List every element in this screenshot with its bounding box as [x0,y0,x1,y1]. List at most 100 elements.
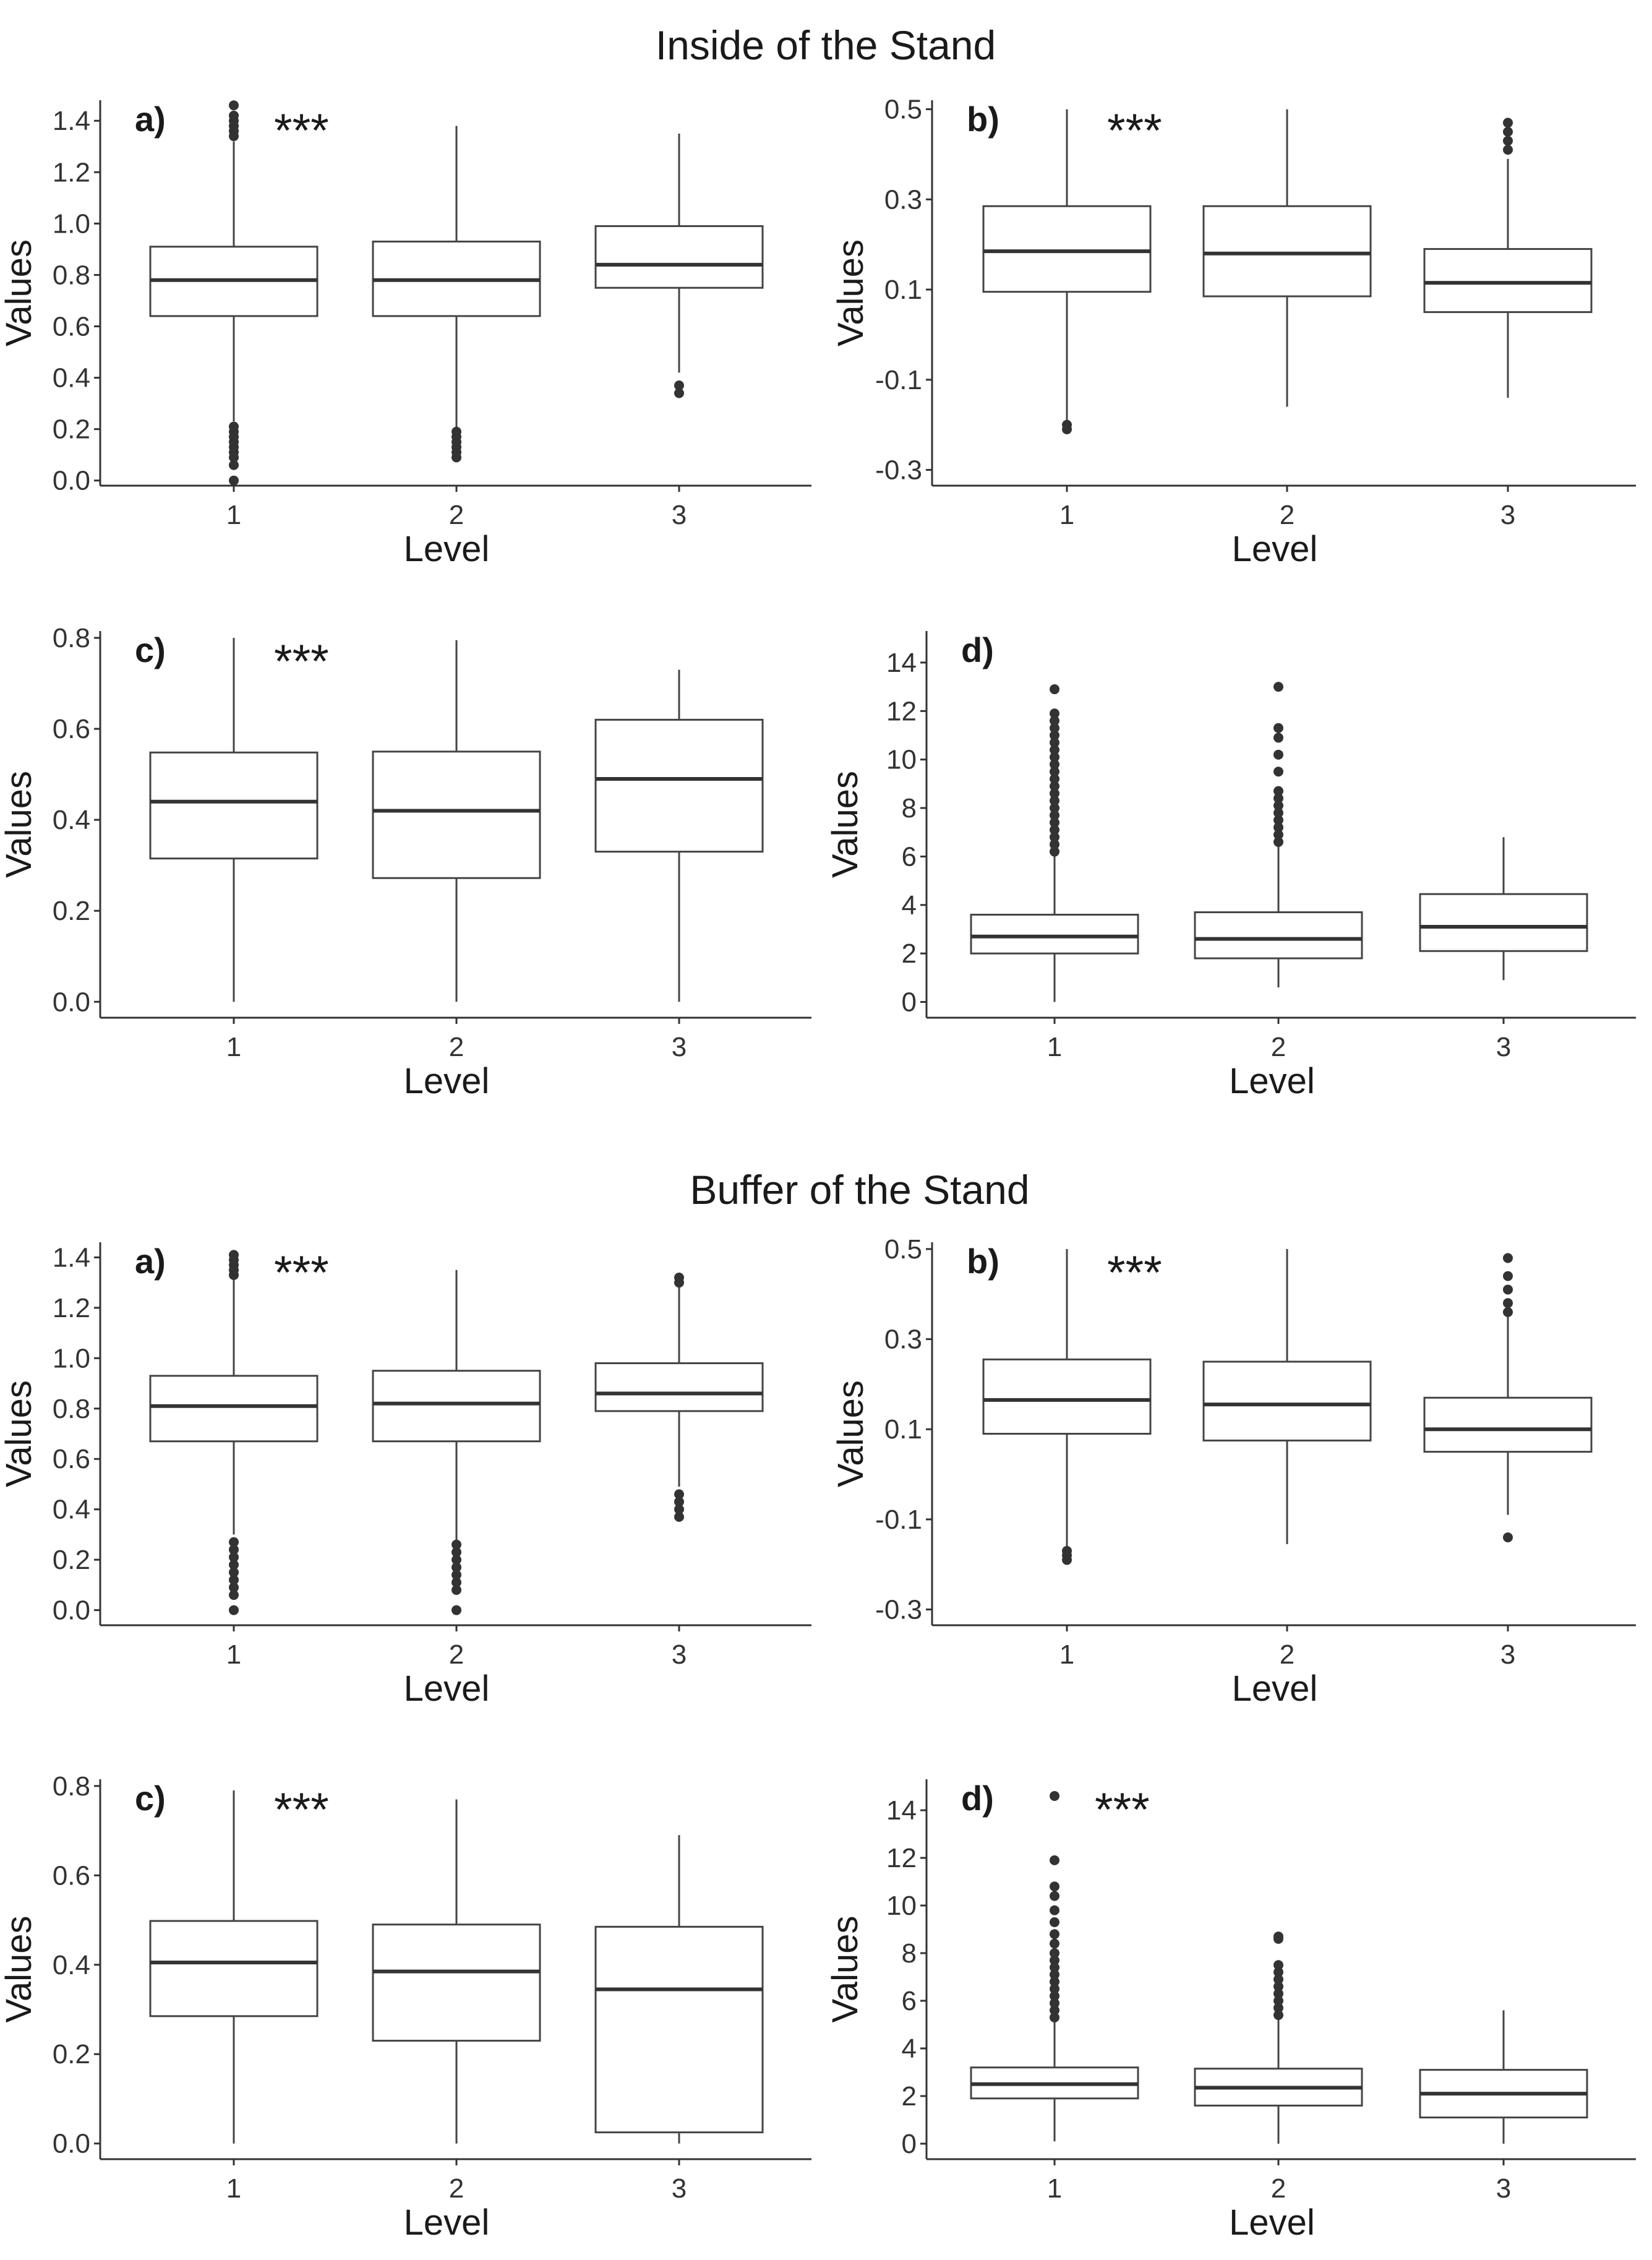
box-iqr [372,1923,541,2042]
outlier-point [1050,767,1059,777]
box-level-3 [594,1273,764,1522]
panels-container: 0.00.20.40.60.81.01.21.41 2 3LevelValuesa)… [0,95,1636,2243]
outlier-point [674,1497,684,1507]
outlier-point [1273,1988,1283,1999]
box-level-2 [1202,109,1372,407]
outlier-point [1050,1917,1059,1927]
x-tick-label: 1 [226,500,241,530]
panel-inside-b: -0.3 -0.1 0.1 0.3 0.5 1 2 3 Level Values b) *** [831,95,1636,569]
box-iqr [1202,1360,1372,1442]
box-iqr [372,750,541,879]
outlier-point [1050,1983,1059,1994]
outlier-point [1050,1955,1059,1966]
outlier-point [1050,1929,1059,1940]
y-tick-label: 8 [902,1938,917,1969]
y-tick-label: 1.4 [53,1242,90,1273]
box-iqr [594,1925,764,2134]
x-tick-label: 3 [1500,500,1515,530]
outlier-point [1273,822,1283,833]
outlier-point [1050,752,1059,762]
y-tick-label: 10 [886,1891,917,1921]
outlier-point [1050,825,1059,835]
y-tick-label: 0.2 [53,415,90,445]
box-iqr [1419,893,1588,952]
box-level-2 [372,640,541,1002]
panel-label: a) [135,1242,166,1281]
y-tick-label: 1.2 [53,157,90,187]
outlier-point [452,426,461,437]
y-tick-label: 1.0 [53,1343,90,1373]
outlier-point [1050,832,1059,843]
outlier-point [1050,1991,1059,2001]
x-tick-label: 1 [1047,1032,1062,1062]
x-tick-label: 2 [449,1032,464,1062]
x-axis-title: Level [1229,1061,1315,1101]
outlier-point [1050,708,1059,719]
x-tick-label: 1 [226,1639,241,1670]
outlier-point [1050,759,1059,770]
y-tick-label: 1.4 [53,106,90,136]
box-level-2 [372,1799,541,2144]
y-tick-label: 0.2 [53,896,90,926]
x-tick-label: 3 [1496,1032,1511,1062]
outlier-point [1050,817,1059,828]
outlier-point [1273,830,1283,840]
box-iqr [149,1375,319,1443]
y-tick-label: 0.8 [53,1394,90,1424]
outlier-point [1050,846,1059,857]
box-iqr [970,913,1139,955]
significance-marker: *** [274,1784,329,1836]
x-tick-label: 3 [672,1639,687,1670]
y-tick-label: 0.8 [53,623,90,653]
y-tick-label: 0.0 [53,2129,90,2159]
box-level-1 [149,1250,319,1615]
outlier-point [1503,118,1513,128]
box-level-3 [1419,837,1588,981]
outlier-point [452,1547,461,1557]
y-tick-label: 0.1 [884,1414,922,1445]
outlier-point [1050,1881,1059,1892]
y-tick-label: 10 [886,745,917,775]
outlier-point [1050,1998,1059,2008]
y-tick-label: 8 [902,793,917,823]
y-axis-title: Values [825,771,865,878]
outlier-point [1273,1996,1283,2006]
x-tick-label: 3 [672,500,687,530]
panel-buffer-b: -0.3 -0.1 0.1 0.3 0.5 1 2 3 Level Values b) *** [831,1234,1636,1709]
outlier-point [674,1511,684,1522]
outlier-point [229,421,239,432]
box-iqr [982,205,1152,293]
outlier-point [452,1577,461,1588]
box-level-3 [594,669,764,1002]
x-tick-label: 2 [1280,1639,1295,1670]
box-iqr [372,1370,541,1443]
x-tick-label: 2 [1271,1032,1286,1062]
outlier-point [1273,2003,1283,2013]
y-tick-label: 0.5 [884,95,922,125]
y-tick-label: -0.1 [875,365,922,395]
outlier-point [1050,810,1059,820]
y-axis-title: Values [0,1915,39,2022]
y-tick-label: 6 [902,1986,917,2016]
box-level-3 [1419,2010,1588,2144]
panel-label: d) [961,1779,994,1818]
outlier-point [1050,1855,1059,1865]
outlier-point [229,1567,239,1578]
y-tick-label: 0.6 [53,1860,90,1891]
outlier-point [452,1605,461,1615]
outlier-point [1273,801,1283,811]
outlier-point [1273,682,1283,692]
outlier-point [1050,781,1059,791]
outlier-point [1050,796,1059,806]
box-iqr [149,1920,319,2017]
y-tick-label: 0.3 [884,1325,922,1355]
outlier-point [1273,836,1283,847]
outlier-point [452,1539,461,1550]
outlier-point [1050,684,1059,695]
x-tick-label: 1 [1047,2173,1062,2204]
y-tick-label: 0.8 [53,260,90,290]
x-tick-label: 3 [672,1032,687,1062]
x-tick-label: 2 [449,500,464,530]
